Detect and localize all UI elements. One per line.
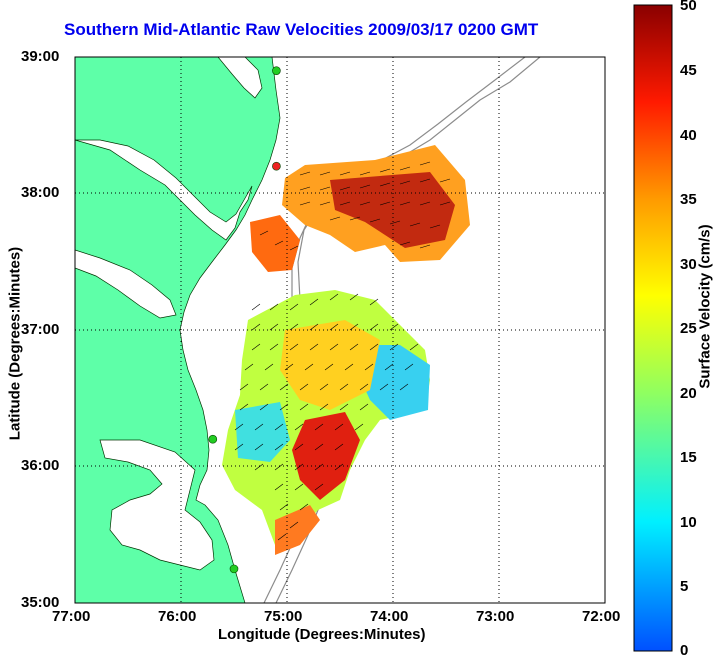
x-axis-label: Longitude (Degrees:Minutes) — [218, 626, 426, 643]
velocity-field — [222, 145, 470, 555]
map-gridlines — [75, 57, 605, 603]
station-marker — [272, 66, 281, 75]
colorbar-tick-label: 5 — [680, 578, 689, 595]
colorbar-tick-label: 50 — [680, 0, 697, 14]
colorbar — [633, 4, 673, 652]
y-tick-label: 37:00 — [21, 321, 60, 338]
colorbar-tick-label: 45 — [680, 62, 697, 79]
colorbar-tick-label: 20 — [680, 385, 697, 402]
y-tick-label: 39:00 — [21, 48, 60, 65]
delaware-bay — [217, 57, 263, 99]
y-tick-label: 35:00 — [21, 594, 60, 611]
land-mass — [75, 57, 281, 603]
bay-water — [75, 249, 177, 319]
station-markers — [208, 66, 281, 574]
plot-frame — [74, 56, 606, 604]
colorbar-tick-label: 10 — [680, 514, 697, 531]
map-title: Southern Mid-Atlantic Raw Velocities 200… — [64, 20, 539, 39]
y-tick-label: 36:00 — [21, 457, 60, 474]
x-tick-label: 76:00 — [158, 608, 197, 625]
colorbar-tick-label: 35 — [680, 191, 697, 208]
bay-water — [75, 139, 253, 241]
colorbar-tick-label: 15 — [680, 449, 697, 466]
colorbar-tick-label: 40 — [680, 127, 697, 144]
colorbar-tick-label: 0 — [680, 642, 689, 659]
x-tick-label: 72:00 — [582, 608, 621, 625]
velocity-vectors — [234, 161, 451, 541]
y-axis-label: Latitude (Degrees:Minutes) — [6, 246, 24, 441]
x-tick-label: 74:00 — [370, 608, 409, 625]
colorbar-tick-label: 25 — [680, 320, 697, 337]
station-marker — [272, 161, 281, 171]
station-marker — [208, 434, 218, 444]
sound-water — [99, 439, 215, 571]
y-tick-label: 38:00 — [21, 184, 60, 201]
x-tick-label: 77:00 — [52, 608, 91, 625]
station-marker — [229, 564, 239, 574]
colorbar-tick-label: 30 — [680, 256, 697, 273]
colorbar-label: Surface Velocity (cm/s) — [696, 224, 714, 389]
x-tick-label: 75:00 — [264, 608, 303, 625]
x-tick-label: 73:00 — [476, 608, 515, 625]
